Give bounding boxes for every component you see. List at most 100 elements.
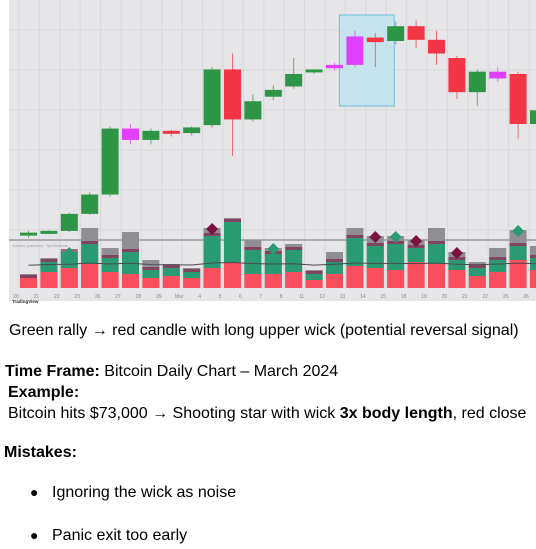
volume-marker-icon (410, 235, 423, 247)
candle-body (428, 39, 445, 54)
x-tick-label: 23 (74, 294, 80, 300)
x-tick-label: 8 (280, 294, 283, 300)
example-text-post: , red close (452, 405, 527, 422)
volume-bar-cap (101, 255, 119, 258)
volume-bar-cap (428, 241, 445, 244)
volume-bar-red (530, 270, 536, 288)
volume-bar-green (366, 246, 384, 268)
candle-body (305, 69, 323, 73)
volume-bar-red (183, 278, 201, 288)
volume-bar-green (468, 268, 486, 276)
volume-bar-green (407, 248, 425, 262)
candle-body (101, 128, 119, 195)
x-tick-label: 22 (482, 294, 488, 300)
candle-body (366, 37, 384, 43)
volume-bar-red (285, 272, 303, 288)
x-tick-label: 11 (299, 294, 304, 300)
volume-bar-green (305, 274, 323, 280)
candle-body (326, 64, 343, 69)
x-tick-label: Mar (175, 294, 184, 300)
volume-marker-icon (512, 225, 525, 237)
volume-bar-red (20, 278, 37, 288)
volume-bar-red (428, 264, 445, 288)
x-tick-label: 20 (13, 294, 19, 300)
x-tick-label: 27 (115, 294, 121, 300)
x-tick-label: 20 (442, 294, 448, 300)
candle-body (285, 73, 303, 87)
x-tick-label: 5 (219, 294, 222, 300)
volume-bar-green (448, 260, 466, 270)
volume-bar-green (489, 260, 507, 272)
candle-body (530, 110, 536, 124)
volume-bar-green (183, 272, 201, 278)
candle-body (509, 73, 527, 124)
x-tick-label: 22 (54, 294, 60, 300)
volume-ma-line (28, 261, 536, 266)
volume-bar-green (162, 268, 180, 276)
volume-bar-cap (530, 255, 536, 258)
candle-body (407, 26, 425, 40)
candle-body (264, 89, 282, 97)
mistakes-heading: Mistakes: (4, 444, 77, 461)
time-frame-value: Bitcoin Daily Chart – March 2024 (99, 363, 339, 380)
candle-body (468, 71, 486, 93)
volume-bar-green (509, 246, 527, 260)
x-tick-label: 7 (259, 294, 262, 300)
volume-bar-red (407, 262, 425, 288)
volume-bar-green (285, 250, 303, 272)
x-tick-label: 26 (95, 294, 101, 300)
volume-bar-green (346, 238, 364, 266)
mistake-item: ● Ignoring the wick as noise (30, 484, 236, 502)
volume-bar-cap (81, 241, 99, 244)
tradingview-watermark: TradingView (12, 299, 39, 304)
volume-bar-green (224, 222, 241, 262)
x-tick-label: 26 (523, 294, 529, 300)
candle-body (162, 130, 180, 134)
volume-bar-green (387, 244, 405, 270)
volume-bar-cap (224, 219, 241, 222)
volume-bar-cap (346, 235, 364, 238)
x-tick-label: 14 (360, 294, 366, 300)
candle-body (448, 58, 466, 93)
volume-bar-green (203, 236, 221, 268)
x-tick-label: 15 (380, 294, 386, 300)
volume-marker-icon (63, 247, 76, 259)
mistake-item-text: Panic exit too early (52, 527, 188, 544)
volume-bar-green (40, 262, 58, 272)
volume-bar-red (387, 270, 405, 288)
candle-body (387, 26, 405, 41)
volume-bar-red (162, 276, 180, 288)
volume-marker-icon (267, 243, 280, 255)
volume-bar-red (122, 274, 139, 288)
x-tick-label: 6 (239, 294, 242, 300)
example-text-pre: Bitcoin hits $73,000 → Shooting star wit… (8, 405, 340, 422)
volume-bar-green (244, 250, 262, 274)
volume-bar-red (224, 262, 241, 288)
volume-bar-red (448, 270, 466, 288)
volume-bar-cap (183, 269, 201, 272)
x-tick-label: 28 (136, 294, 142, 300)
bullet-dot-icon: ● (30, 527, 39, 543)
example-label: Example: (8, 384, 80, 401)
candle-body (40, 230, 58, 234)
volume-bar-red (326, 274, 343, 288)
x-tick-label: 25 (503, 294, 509, 300)
candle-body (183, 127, 201, 134)
x-tick-label: 19 (421, 294, 427, 300)
volume-bar-cap (468, 265, 486, 268)
mistake-item-text: Ignoring the wick as noise (52, 484, 237, 501)
volume-bar-red (264, 274, 282, 288)
volume-bar-red (366, 268, 384, 288)
volume-marker-icon (450, 247, 463, 259)
volume-bar-cap (326, 259, 343, 262)
volume-bar-cap (305, 271, 323, 274)
x-tick-label: 4 (198, 294, 201, 300)
volume-bar-green (142, 270, 160, 278)
volume-bar-red (244, 274, 262, 288)
volume-bar-red (40, 272, 58, 288)
volume-marker-icon (389, 231, 402, 243)
example-text: Bitcoin hits $73,000 → Shooting star wit… (8, 405, 526, 423)
mistake-item: ● Panic exit too early (30, 527, 187, 545)
volume-bar-cap (509, 243, 527, 246)
candle-body (244, 101, 262, 120)
